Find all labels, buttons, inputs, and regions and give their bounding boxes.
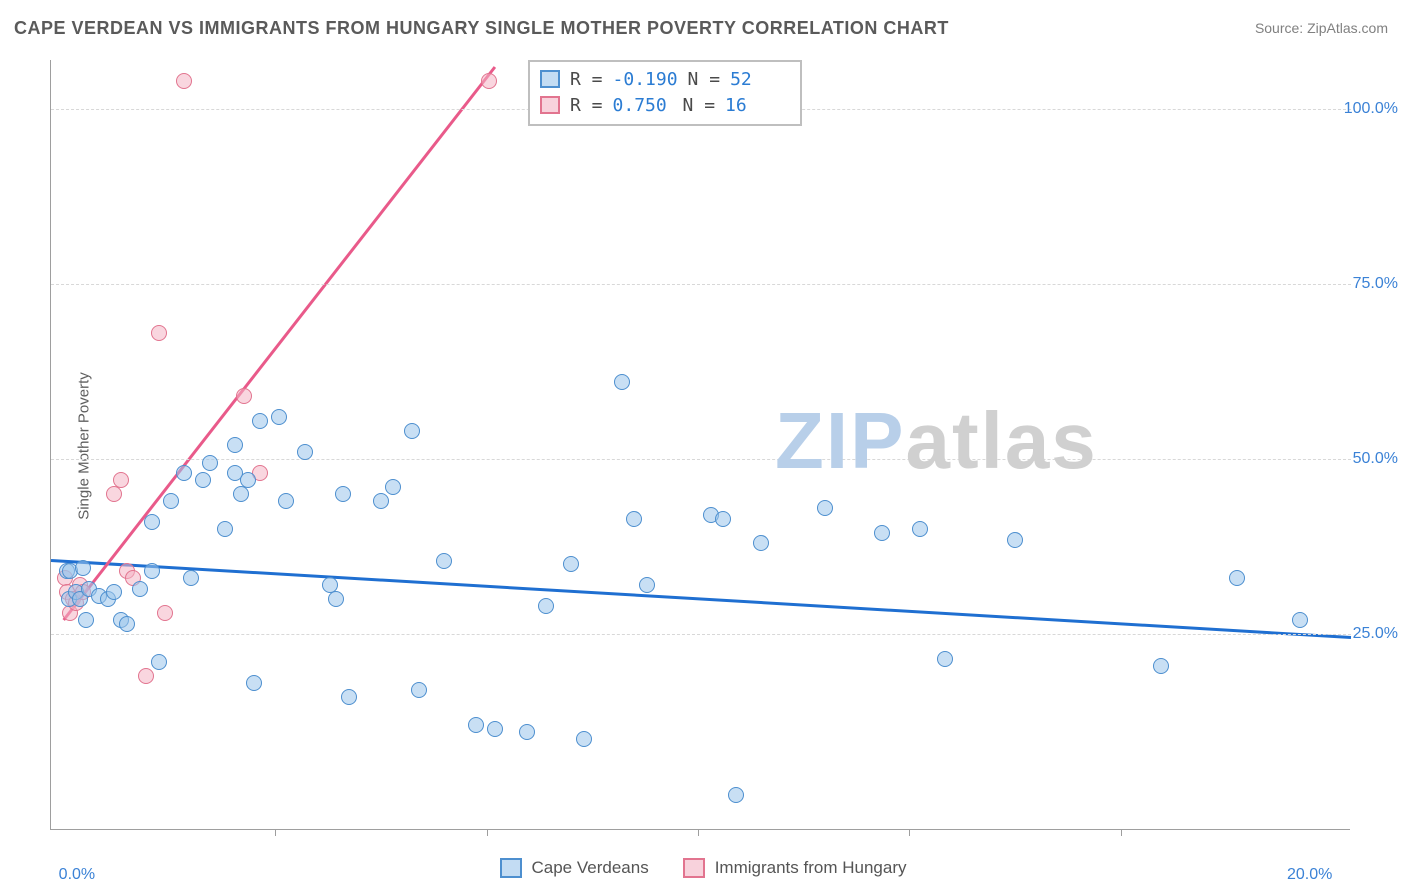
scatter-point xyxy=(563,556,579,572)
scatter-point xyxy=(144,563,160,579)
scatter-point xyxy=(937,651,953,667)
n-value: 16 xyxy=(725,95,785,116)
scatter-point xyxy=(436,553,452,569)
scatter-point xyxy=(195,472,211,488)
scatter-point xyxy=(874,525,890,541)
n-value: 52 xyxy=(730,69,790,90)
scatter-point xyxy=(728,787,744,803)
y-tick-label: 50.0% xyxy=(1353,450,1398,468)
legend-row: R = -0.190 N = 52 xyxy=(540,66,790,92)
scatter-point xyxy=(144,514,160,530)
scatter-point xyxy=(236,388,252,404)
scatter-point xyxy=(151,325,167,341)
scatter-point xyxy=(385,479,401,495)
source-attribution: Source: ZipAtlas.com xyxy=(1255,20,1388,36)
scatter-plot-area xyxy=(50,60,1350,830)
scatter-point xyxy=(78,612,94,628)
scatter-point xyxy=(132,581,148,597)
scatter-point xyxy=(278,493,294,509)
scatter-point xyxy=(481,73,497,89)
scatter-point xyxy=(373,493,389,509)
scatter-point xyxy=(297,444,313,460)
scatter-point xyxy=(227,437,243,453)
legend-item: Cape Verdeans xyxy=(500,858,649,878)
scatter-point xyxy=(411,682,427,698)
y-tick-label: 75.0% xyxy=(1353,275,1398,293)
scatter-point xyxy=(1153,658,1169,674)
scatter-point xyxy=(715,511,731,527)
scatter-point xyxy=(753,535,769,551)
gridline-h xyxy=(51,634,1351,635)
scatter-point xyxy=(176,73,192,89)
gridline-h xyxy=(51,459,1351,460)
scatter-point xyxy=(157,605,173,621)
r-label: R = xyxy=(570,95,603,116)
scatter-point xyxy=(252,413,268,429)
scatter-point xyxy=(240,472,256,488)
x-tick-minor xyxy=(1121,829,1122,836)
scatter-point xyxy=(106,486,122,502)
scatter-point xyxy=(614,374,630,390)
scatter-point xyxy=(335,486,351,502)
regression-line xyxy=(51,561,1351,638)
scatter-point xyxy=(817,500,833,516)
legend-label: Immigrants from Hungary xyxy=(715,858,907,878)
scatter-point xyxy=(233,486,249,502)
x-tick-minor xyxy=(275,829,276,836)
r-value: 0.750 xyxy=(613,95,673,116)
r-value: -0.190 xyxy=(613,69,678,90)
y-tick-label: 100.0% xyxy=(1344,100,1398,118)
scatter-point xyxy=(538,598,554,614)
regression-line xyxy=(64,67,495,620)
scatter-point xyxy=(912,521,928,537)
scatter-point xyxy=(217,521,233,537)
swatch-pink-icon xyxy=(540,96,560,114)
n-label: N = xyxy=(683,95,716,116)
scatter-point xyxy=(468,717,484,733)
scatter-point xyxy=(246,675,262,691)
legend-label: Cape Verdeans xyxy=(532,858,649,878)
scatter-point xyxy=(328,591,344,607)
scatter-point xyxy=(341,689,357,705)
scatter-point xyxy=(404,423,420,439)
scatter-point xyxy=(113,472,129,488)
scatter-point xyxy=(106,584,122,600)
x-tick-minor xyxy=(698,829,699,836)
x-tick-label: 0.0% xyxy=(59,866,95,884)
legend-row: R = 0.750 N = 16 xyxy=(540,92,790,118)
scatter-point xyxy=(1007,532,1023,548)
regression-lines-layer xyxy=(51,60,1351,830)
scatter-point xyxy=(626,511,642,527)
y-tick-label: 25.0% xyxy=(1353,625,1398,643)
scatter-point xyxy=(119,616,135,632)
series-legend: Cape Verdeans Immigrants from Hungary xyxy=(0,858,1406,878)
scatter-point xyxy=(519,724,535,740)
n-label: N = xyxy=(688,69,721,90)
scatter-point xyxy=(271,409,287,425)
correlation-legend: R = -0.190 N = 52 R = 0.750 N = 16 xyxy=(528,60,802,126)
scatter-point xyxy=(576,731,592,747)
legend-item: Immigrants from Hungary xyxy=(683,858,907,878)
scatter-point xyxy=(1292,612,1308,628)
scatter-point xyxy=(487,721,503,737)
x-tick-label: 20.0% xyxy=(1287,866,1332,884)
scatter-point xyxy=(183,570,199,586)
swatch-blue-icon xyxy=(500,858,522,878)
swatch-pink-icon xyxy=(683,858,705,878)
swatch-blue-icon xyxy=(540,70,560,88)
x-tick-minor xyxy=(487,829,488,836)
scatter-point xyxy=(639,577,655,593)
scatter-point xyxy=(163,493,179,509)
x-tick-minor xyxy=(909,829,910,836)
scatter-point xyxy=(75,560,91,576)
scatter-point xyxy=(202,455,218,471)
gridline-h xyxy=(51,284,1351,285)
chart-title: CAPE VERDEAN VS IMMIGRANTS FROM HUNGARY … xyxy=(14,18,949,39)
scatter-point xyxy=(138,668,154,684)
scatter-point xyxy=(1229,570,1245,586)
scatter-point xyxy=(151,654,167,670)
r-label: R = xyxy=(570,69,603,90)
scatter-point xyxy=(176,465,192,481)
